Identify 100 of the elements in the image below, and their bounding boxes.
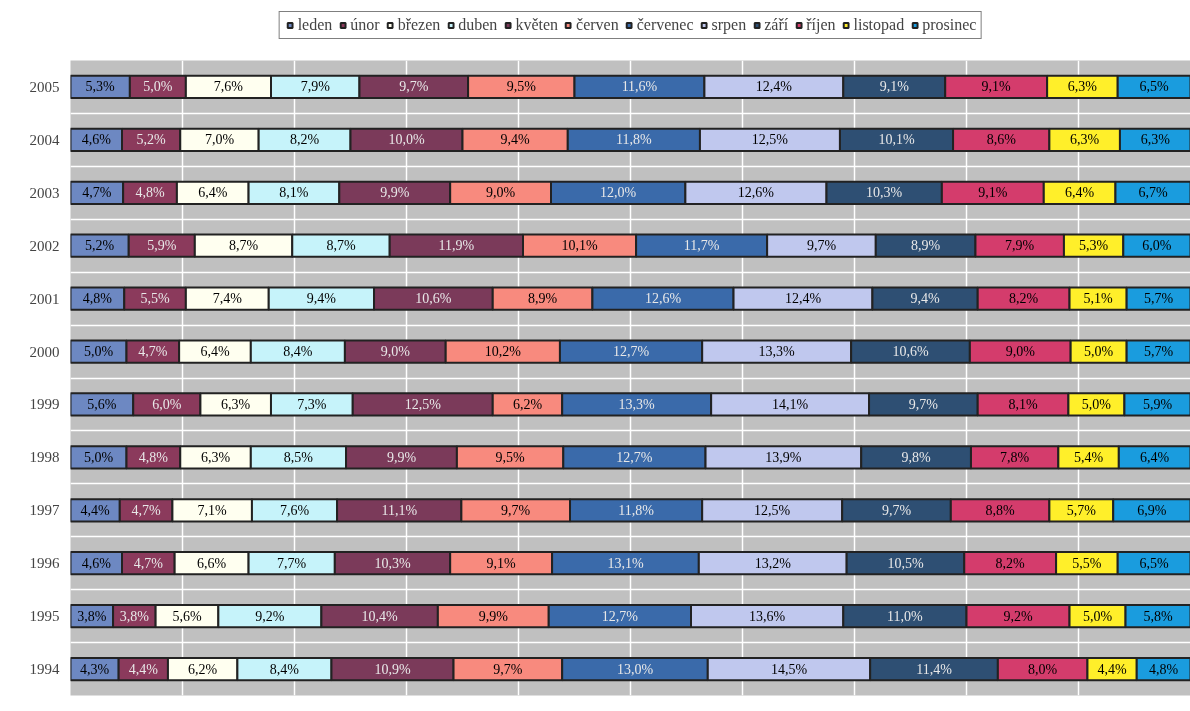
data-label: 8,5% xyxy=(283,449,314,465)
data-label: 6,2% xyxy=(512,396,543,412)
data-label: 9,5% xyxy=(495,449,526,465)
data-label: 5,1% xyxy=(1083,291,1114,307)
data-label: 5,5% xyxy=(1072,555,1102,571)
data-label: 9,5% xyxy=(506,79,537,95)
legend-label: březen xyxy=(397,16,441,34)
data-label: 5,2% xyxy=(136,132,167,148)
data-label: 5,0% xyxy=(1081,396,1112,412)
legend-label: červenec xyxy=(636,16,694,34)
data-label: 7,3% xyxy=(297,396,327,412)
legend-label: duben xyxy=(458,16,498,34)
data-label: 12,5% xyxy=(404,396,442,412)
legend-label: květen xyxy=(515,16,559,34)
data-label: 6,4% xyxy=(200,344,230,360)
data-label: 4,4% xyxy=(128,661,159,677)
data-label: 4,6% xyxy=(81,132,112,148)
data-label: 6,5% xyxy=(1139,555,1170,571)
data-label: 6,3% xyxy=(1140,132,1171,148)
data-label: 6,0% xyxy=(1142,238,1172,254)
data-label: 6,4% xyxy=(1065,185,1095,201)
data-label: 13,9% xyxy=(765,449,802,465)
data-label: 14,1% xyxy=(772,396,809,412)
data-label: 9,7% xyxy=(908,396,939,412)
data-label: 13,2% xyxy=(754,555,792,571)
data-label: 6,9% xyxy=(1137,502,1167,518)
data-label: 4,8% xyxy=(1149,661,1179,677)
data-label: 8,4% xyxy=(269,661,300,677)
y-tick-label: 2005 xyxy=(29,78,60,95)
data-label: 11,0% xyxy=(887,608,924,624)
data-label: 10,1% xyxy=(561,238,598,254)
y-tick-label: 1995 xyxy=(29,608,60,625)
data-label: 8,1% xyxy=(279,185,309,201)
data-label: 3,8% xyxy=(77,608,107,624)
data-label: 9,1% xyxy=(981,79,1012,95)
data-label: 8,2% xyxy=(995,555,1026,571)
data-label: 6,4% xyxy=(1140,449,1170,465)
legend-label: červen xyxy=(576,16,619,34)
legend-label: září xyxy=(764,16,789,34)
data-label: 5,7% xyxy=(1144,291,1174,307)
data-label: 7,0% xyxy=(204,132,235,148)
legend-label: prosinec xyxy=(922,16,977,34)
y-tick-label: 2004 xyxy=(29,131,60,148)
data-label: 4,7% xyxy=(133,555,164,571)
data-label: 13,1% xyxy=(607,555,644,571)
data-label: 8,8% xyxy=(985,502,1016,518)
data-label: 9,9% xyxy=(478,608,509,624)
data-label: 12,4% xyxy=(784,291,822,307)
data-label: 6,3% xyxy=(1070,132,1100,148)
legend-label: leden xyxy=(297,16,333,34)
legend-label: listopad xyxy=(853,16,905,34)
y-tick-label: 2002 xyxy=(29,237,60,254)
data-label: 13,3% xyxy=(758,344,796,360)
data-label: 8,9% xyxy=(528,291,558,307)
data-label: 4,8% xyxy=(135,185,165,201)
y-tick-label: 1996 xyxy=(29,555,60,572)
data-label: 6,3% xyxy=(221,396,251,412)
data-label: 8,7% xyxy=(228,238,259,254)
data-label: 9,9% xyxy=(386,449,417,465)
y-tick-label: 2003 xyxy=(29,184,60,201)
data-label: 8,6% xyxy=(986,132,1017,148)
data-label: 9,0% xyxy=(1005,344,1036,360)
data-label: 9,8% xyxy=(901,449,932,465)
legend-label: říjen xyxy=(806,16,836,34)
data-label: 8,1% xyxy=(1008,396,1038,412)
data-label: 10,9% xyxy=(374,661,411,677)
data-label: 7,4% xyxy=(212,291,243,307)
data-label: 8,9% xyxy=(911,238,941,254)
data-label: 12,7% xyxy=(601,608,639,624)
data-label: 6,2% xyxy=(188,661,218,677)
data-label: 7,8% xyxy=(1000,449,1030,465)
data-label: 12,6% xyxy=(644,291,682,307)
data-label: 12,5% xyxy=(754,502,791,518)
data-label: 5,9% xyxy=(1142,396,1173,412)
data-label: 9,4% xyxy=(910,291,940,307)
data-label: 10,6% xyxy=(892,344,929,360)
data-label: 12,7% xyxy=(612,344,650,360)
data-label: 5,0% xyxy=(143,79,173,95)
data-label: 12,5% xyxy=(751,132,789,148)
data-label: 5,2% xyxy=(85,238,115,254)
data-label: 6,5% xyxy=(1139,79,1170,95)
data-label: 4,3% xyxy=(80,661,110,677)
data-label: 7,6% xyxy=(213,79,244,95)
data-label: 4,8% xyxy=(138,449,169,465)
data-label: 12,6% xyxy=(737,185,775,201)
data-label: 7,6% xyxy=(279,502,310,518)
data-label: 6,6% xyxy=(197,555,227,571)
data-label: 11,7% xyxy=(683,238,720,254)
data-label: 5,8% xyxy=(1143,608,1173,624)
data-label: 5,0% xyxy=(83,344,114,360)
y-tick-label: 2000 xyxy=(29,343,60,360)
data-label: 9,7% xyxy=(501,502,531,518)
data-label: 10,3% xyxy=(866,185,903,201)
data-label: 8,2% xyxy=(290,132,320,148)
data-label: 13,0% xyxy=(616,661,654,677)
data-label: 4,7% xyxy=(131,502,162,518)
data-label: 5,6% xyxy=(87,396,117,412)
data-label: 9,4% xyxy=(500,132,531,148)
data-label: 9,7% xyxy=(881,502,912,518)
data-label: 7,9% xyxy=(1005,238,1035,254)
